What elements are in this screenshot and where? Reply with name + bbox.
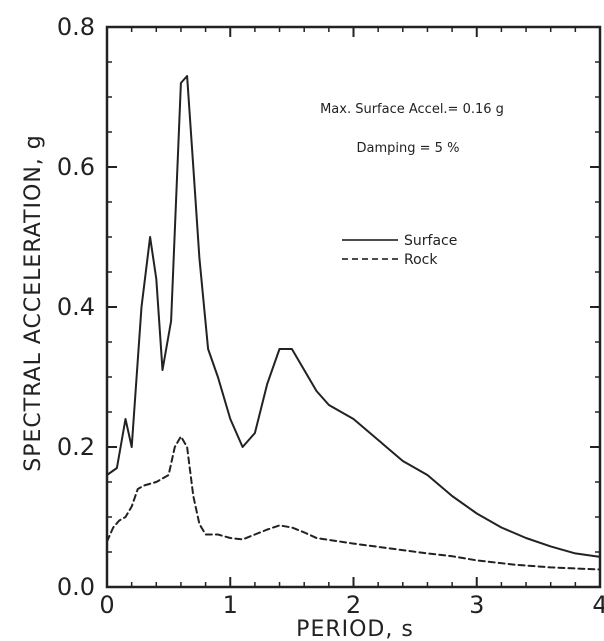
- y-axis-ticks: 0.0 0.2 0.4 0.6 0.8: [57, 13, 600, 601]
- y-axis-label: SPECTRAL ACCELERATION, g: [21, 134, 46, 471]
- y-tick-label: 0.2: [57, 433, 95, 461]
- series-line-rock: [106, 435, 601, 571]
- x-tick-label: 3: [469, 591, 484, 619]
- y-tick-label: 0.8: [57, 13, 95, 41]
- legend-label-surface: Surface: [404, 233, 457, 249]
- x-tick-label: 1: [223, 591, 238, 619]
- y-tick-label: 0.6: [57, 153, 95, 181]
- x-tick-label: 4: [592, 591, 604, 619]
- x-tick-label: 0: [99, 591, 114, 619]
- series-line-surface: [106, 75, 601, 558]
- series-layer: [106, 75, 601, 571]
- x-tick-label: 2: [346, 591, 361, 619]
- y-tick-label: 0.0: [57, 573, 95, 601]
- x-axis-label: PERIOD, s: [296, 617, 414, 641]
- legend-label-rock: Rock: [404, 252, 438, 268]
- legend: Surface Rock: [342, 233, 457, 268]
- annotation-damping: Damping = 5 %: [357, 141, 460, 156]
- y-tick-label: 0.4: [57, 293, 95, 321]
- x-axis-ticks: 0 1 2 3 4: [99, 27, 604, 619]
- annotation-max-surface-accel: Max. Surface Accel.= 0.16 g: [320, 102, 504, 117]
